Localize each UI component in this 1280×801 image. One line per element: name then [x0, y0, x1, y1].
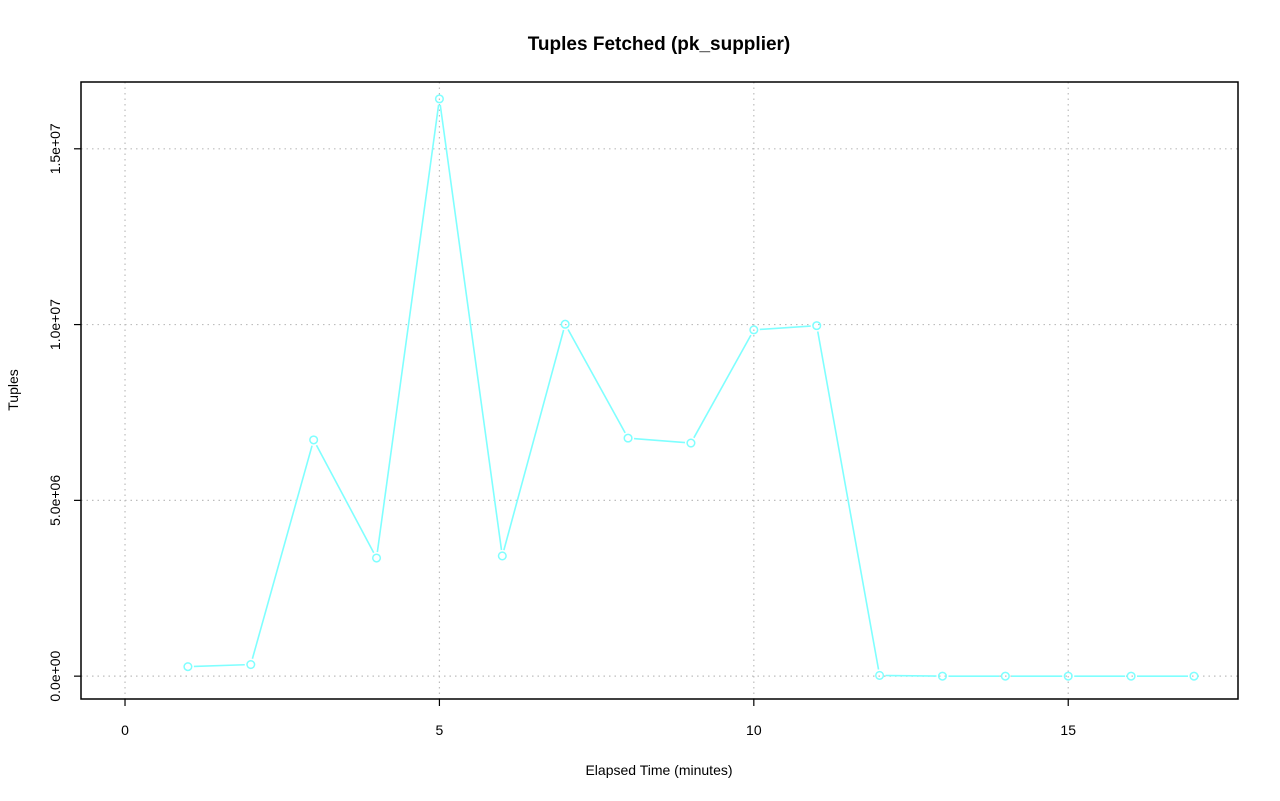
series-segment [503, 329, 565, 551]
x-axis: 0 5 10 15 [121, 699, 1076, 738]
data-point [686, 438, 696, 448]
series-segment [315, 444, 375, 554]
series-segment [759, 325, 811, 331]
series-layer [183, 94, 1199, 681]
plot-frame [80, 81, 1239, 700]
x-tick-label: 0 [121, 722, 129, 738]
data-point [623, 433, 633, 443]
grid-lines [81, 82, 1238, 699]
x-tick-label: 15 [1060, 722, 1076, 738]
data-point [560, 319, 570, 329]
data-point [749, 325, 759, 335]
series-segment [376, 104, 440, 553]
y-tick-label: 0.0e+00 [47, 650, 63, 701]
series-segment [816, 331, 880, 670]
data-point [937, 671, 948, 681]
data-point [812, 321, 822, 331]
data-point [875, 670, 885, 680]
y-axis-label: Tuples [5, 369, 21, 411]
y-tick-label: 5.0e+06 [47, 475, 63, 526]
series-segment [567, 329, 626, 434]
data-point [1126, 671, 1136, 681]
series-segment [693, 334, 752, 439]
data-point [1063, 671, 1073, 681]
series-segment [885, 674, 937, 677]
data-point [246, 659, 256, 670]
x-tick-label: 5 [436, 722, 444, 738]
data-point [1189, 671, 1199, 681]
series-segment [251, 445, 313, 659]
data-point [497, 551, 507, 561]
y-tick-label: 1.0e+07 [47, 299, 63, 350]
data-point [183, 662, 193, 672]
data-point [1000, 671, 1010, 681]
series-segment [193, 663, 245, 668]
x-axis-label: Elapsed Time (minutes) [585, 762, 732, 778]
data-point [371, 553, 382, 563]
y-axis: 0.0e+00 5.0e+06 1.0e+07 1.5e+07 [47, 123, 81, 702]
data-point [434, 94, 444, 104]
series-segment [633, 437, 686, 444]
chart-title: Tuples Fetched (pk_supplier) [528, 34, 791, 55]
x-tick-label: 10 [746, 722, 762, 738]
y-tick-label: 1.5e+07 [47, 123, 63, 174]
data-point [309, 435, 319, 445]
series-segment [439, 104, 503, 551]
